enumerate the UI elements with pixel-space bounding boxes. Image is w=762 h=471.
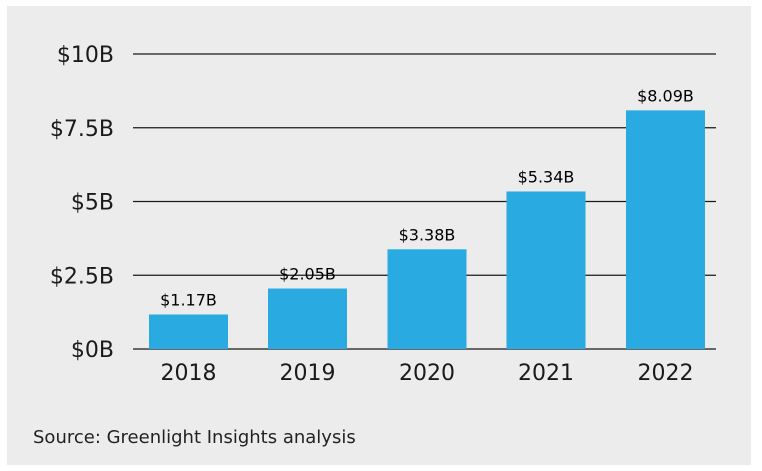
x-tick-label: 2021 [518,361,574,386]
y-tick-label: $10B [57,43,114,68]
bar-2019 [268,288,347,349]
y-tick-label: $5B [71,191,114,216]
bars [149,110,705,349]
bar-2018 [149,314,228,349]
y-tick-label: $2.5B [50,264,114,289]
y-axis-ticks: $0B $2.5B $5B $7.5B $10B [50,43,114,363]
data-label: $1.17B [160,290,217,309]
data-labels: $1.17B $2.05B $3.38B $5.34B $8.09B [160,86,694,309]
data-label: $5.34B [518,167,575,186]
bar-2021 [506,191,586,349]
data-label: $3.38B [399,225,456,244]
bar-2020 [387,249,467,349]
x-tick-label: 2019 [280,361,336,386]
bar-2022 [626,110,705,349]
y-tick-label: $7.5B [50,117,114,142]
data-label: $2.05B [279,265,336,284]
data-label: $8.09B [637,86,694,105]
y-tick-label: $0B [71,338,114,363]
x-tick-label: 2020 [399,361,455,386]
x-tick-label: 2018 [161,361,217,386]
source-note: Source: Greenlight Insights analysis [33,427,356,448]
x-axis-ticks: 2018 2019 2020 2021 2022 [161,361,694,386]
x-tick-label: 2022 [638,361,694,386]
